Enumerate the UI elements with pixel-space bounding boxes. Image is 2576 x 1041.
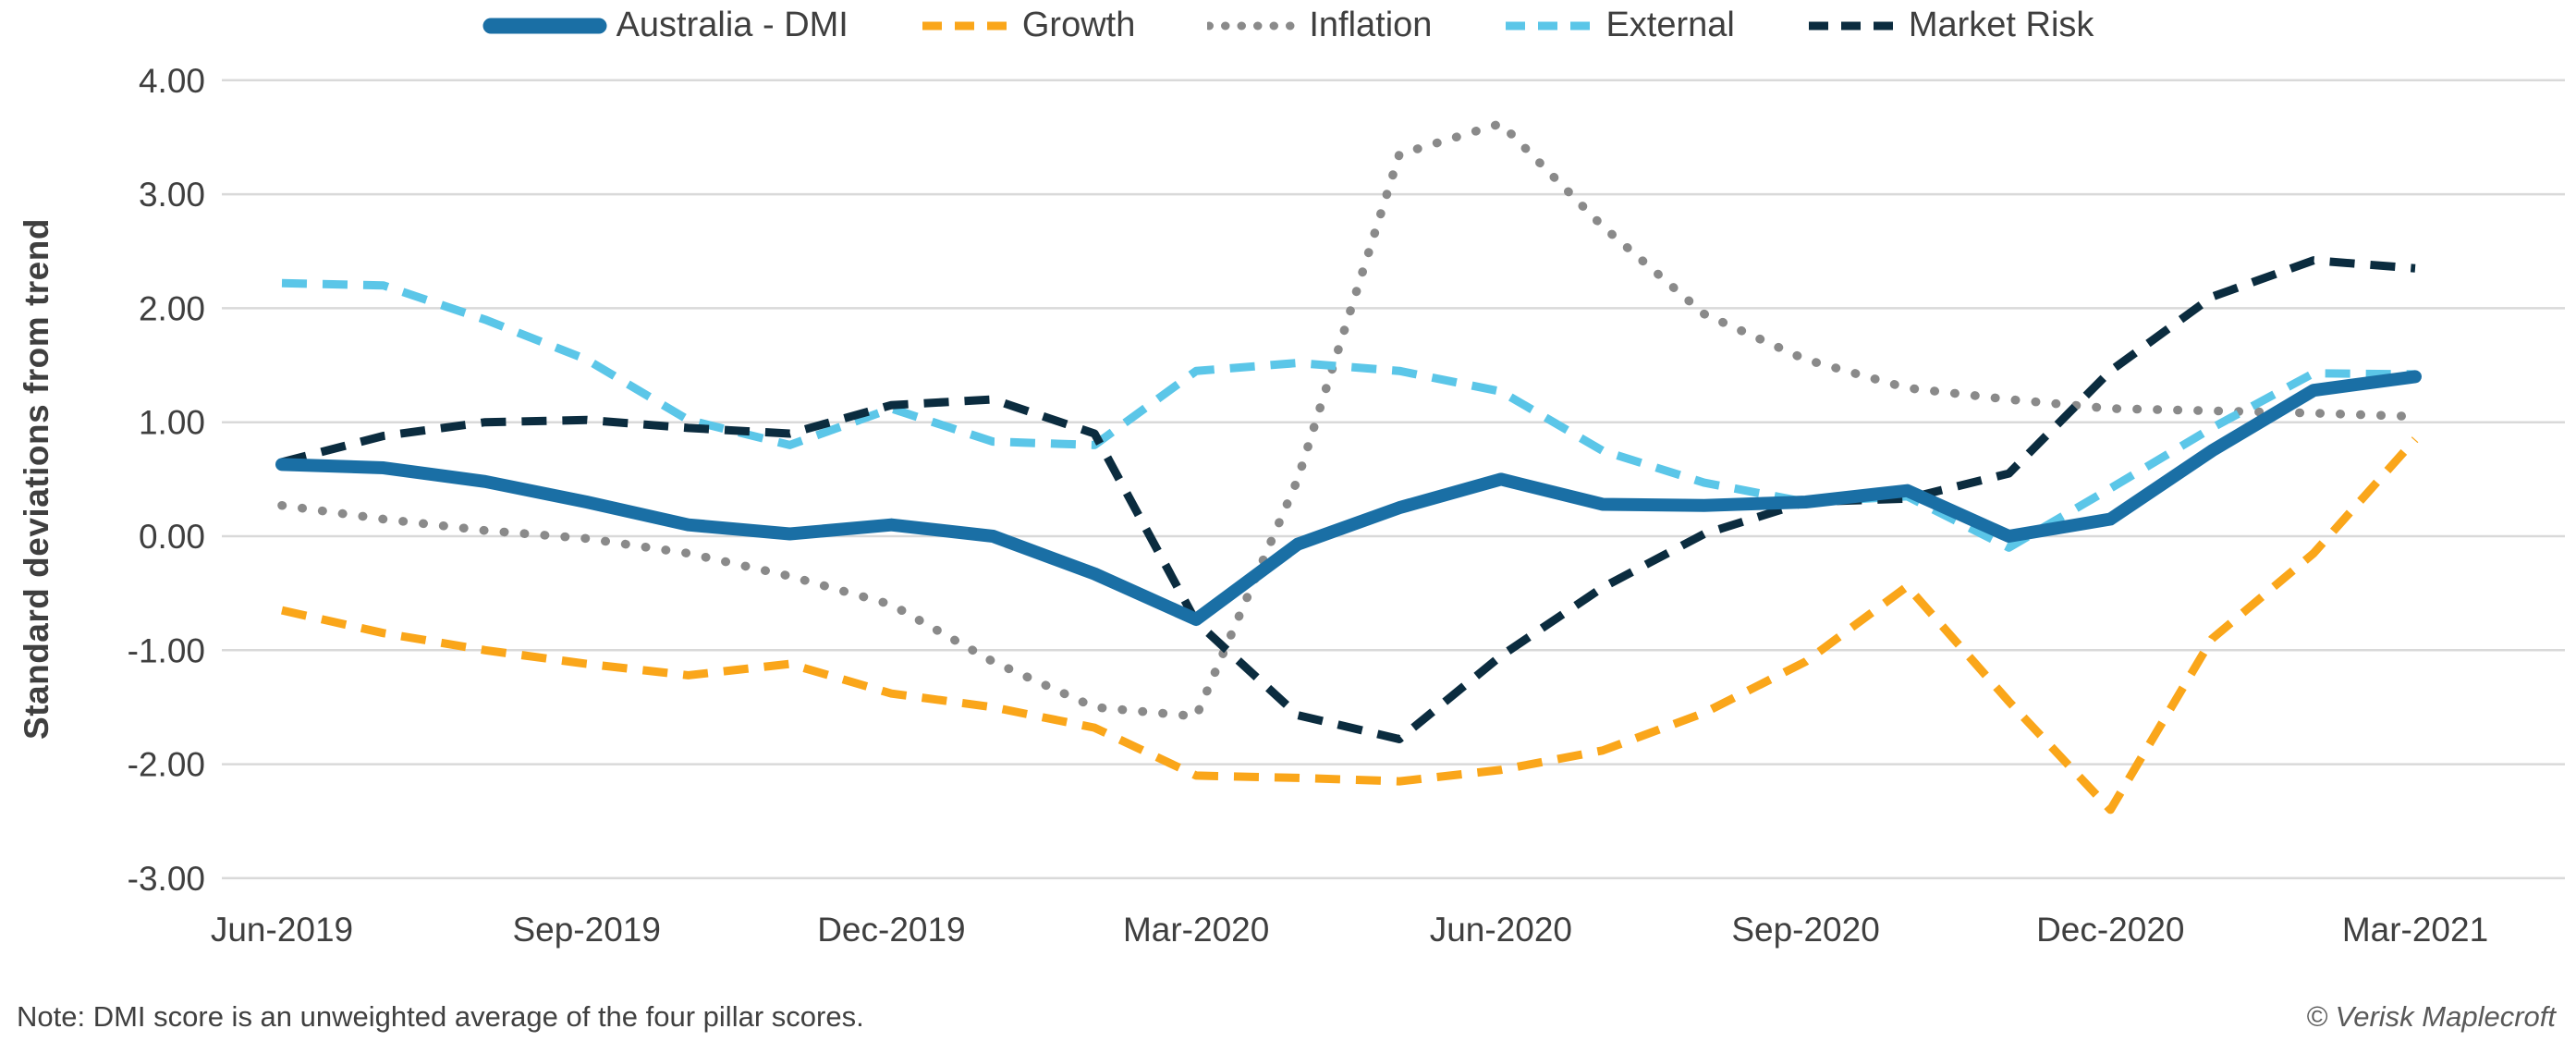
legend-swatch-icon [1808,21,1898,30]
legend-label: Inflation [1309,6,1433,44]
x-tick-label: Mar-2021 [2342,911,2488,949]
footnote: Note: DMI score is an unweighted average… [17,1000,864,1033]
x-tick-label: Mar-2020 [1123,911,1269,949]
legend-item-market-risk: Market Risk [1807,6,2094,45]
x-tick-label: Jun-2020 [1430,911,1572,949]
legend-swatch-icon [1506,21,1595,30]
y-tick-label: 4.00 [139,62,205,100]
y-tick-label: -1.00 [128,631,205,669]
legend-item-australia-dmi: Australia - DMI [482,6,848,45]
legend: Australia - DMI Growth Inflation External Ma… [0,6,2576,45]
copyright-credit: © Verisk Maplecroft [2306,1000,2556,1033]
series-line-inflation [277,118,2420,721]
series-line-market-risk [280,256,2416,743]
legend-item-external: External [1504,6,1735,45]
x-tick-label: Dec-2020 [2036,911,2184,949]
y-tick-label: 0.00 [139,518,205,556]
legend-label: Growth [1021,6,1136,44]
legend-label: Market Risk [1908,6,2094,44]
legend-label: External [1605,6,1735,44]
legend-swatch-icon [482,18,607,33]
x-tick-label: Jun-2019 [211,911,353,949]
y-tick-label: 1.00 [139,404,205,442]
x-tick-label: Dec-2019 [817,911,965,949]
legend-swatch-icon [922,21,1011,30]
x-tick-label: Sep-2019 [512,911,660,949]
x-tick-label: Sep-2020 [1731,911,1879,949]
legend-label: Australia - DMI [616,6,848,44]
y-tick-label: 3.00 [139,176,205,214]
series-line-australia-dmi [275,370,2422,627]
y-tick-label: -3.00 [128,860,205,898]
series-line-growth [281,436,2419,814]
legend-item-inflation: Inflation [1207,6,1432,45]
legend-item-growth: Growth [921,6,1135,45]
y-tick-label: -2.00 [128,746,205,784]
y-tick-label: 2.00 [139,289,205,327]
series-line-external [281,278,2416,552]
legend-swatch-icon [1207,21,1300,30]
